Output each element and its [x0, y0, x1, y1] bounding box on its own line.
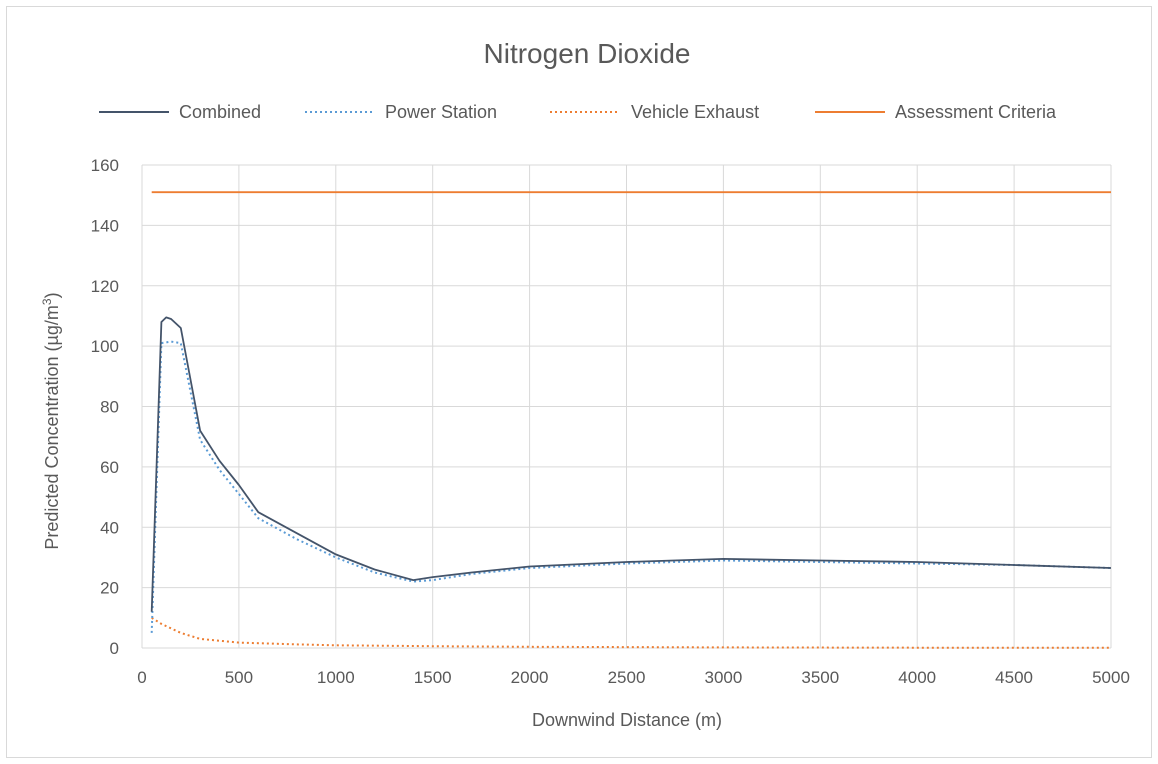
- series-line-power-station: [150, 340, 1112, 633]
- y-axis-title-end: ): [42, 292, 62, 298]
- x-tick-label: 4000: [898, 668, 936, 687]
- y-axis-title-sup: 3: [40, 298, 54, 305]
- y-tick-label: 140: [91, 216, 119, 235]
- y-tick-label: 160: [91, 156, 119, 175]
- x-tick-label: 5000: [1092, 668, 1130, 687]
- x-tick-label: 4500: [995, 668, 1033, 687]
- y-axis-ticks: 0 20 40 60 80 100 120 140 160: [91, 156, 119, 658]
- x-axis-title: Downwind Distance (m): [532, 710, 722, 730]
- legend-item-assessment-criteria: Assessment Criteria: [815, 102, 1057, 122]
- chart-svg: Nitrogen Dioxide Combined Power Station Ve…: [40, 38, 1130, 730]
- x-axis-ticks: 0 500 1000 1500 2000 2500 3000 3500 4000 4500 5000: [137, 668, 1130, 687]
- series-layer: [150, 191, 1112, 649]
- y-tick-label: 40: [100, 518, 119, 537]
- x-tick-label: 3500: [801, 668, 839, 687]
- chart-title: Nitrogen Dioxide: [484, 38, 691, 69]
- x-tick-label: 0: [137, 668, 146, 687]
- x-tick-label: 1500: [414, 668, 452, 687]
- y-axis-title-main: Predicted Concentration (µg/m: [42, 305, 62, 550]
- x-tick-label: 2000: [511, 668, 549, 687]
- gridlines: [141, 164, 1112, 649]
- x-tick-label: 500: [225, 668, 253, 687]
- legend-label: Assessment Criteria: [895, 102, 1057, 122]
- chart-frame: Nitrogen Dioxide Combined Power Station Ve…: [6, 6, 1152, 758]
- x-tick-label: 2500: [608, 668, 646, 687]
- y-tick-label: 100: [91, 337, 119, 356]
- y-axis-title: Predicted Concentration (µg/m3): [40, 292, 62, 549]
- legend-item-vehicle-exhaust: Vehicle Exhaust: [550, 102, 759, 122]
- legend-label: Vehicle Exhaust: [631, 102, 759, 122]
- x-tick-label: 1000: [317, 668, 355, 687]
- series-line-vehicle-exhaust: [151, 616, 1111, 649]
- x-tick-label: 3000: [704, 668, 742, 687]
- y-tick-label: 60: [100, 458, 119, 477]
- legend-item-power-station: Power Station: [305, 102, 497, 122]
- y-tick-label: 20: [100, 579, 119, 598]
- legend-item-combined: Combined: [99, 102, 261, 122]
- legend-label: Power Station: [385, 102, 497, 122]
- y-tick-label: 120: [91, 277, 119, 296]
- series-line-combined: [150, 316, 1112, 612]
- y-tick-label: 80: [100, 398, 119, 417]
- y-tick-label: 0: [110, 639, 119, 658]
- legend-label: Combined: [179, 102, 261, 122]
- legend: Combined Power Station Vehicle Exhaust Asse…: [99, 102, 1057, 122]
